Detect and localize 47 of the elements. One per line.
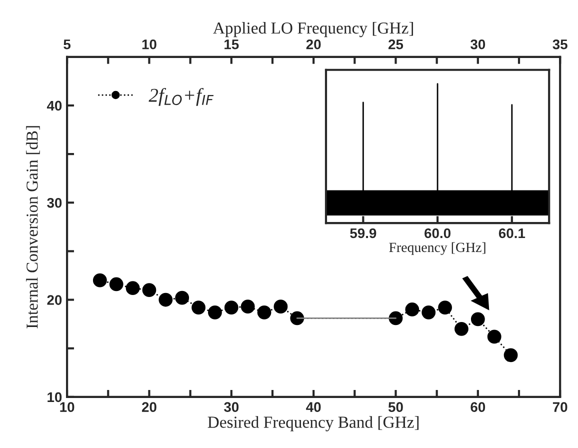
x2-tick-label: 10: [142, 39, 156, 50]
y-tick-label: 30: [47, 198, 62, 208]
x2-tick-label: 15: [224, 40, 239, 50]
point: [142, 283, 156, 298]
x-tick-label: 30: [224, 402, 239, 412]
point: [487, 330, 502, 344]
x-tick-label: 40: [306, 402, 321, 412]
x2-tick-label: 25: [388, 39, 404, 50]
point: [240, 300, 255, 314]
point: [274, 300, 288, 314]
legend-label: 2f$_{LO}$+f$_{IF}$: [148, 88, 214, 106]
y-tick-label: 40: [46, 100, 62, 111]
x-tick-label: 50: [388, 402, 403, 412]
point: [175, 290, 190, 305]
point: [388, 311, 403, 326]
y-tick-label: 10: [48, 392, 62, 402]
x-tick-label: 10: [60, 402, 74, 412]
point: [470, 312, 485, 326]
point: [405, 302, 420, 316]
x-tick-label: 60.0: [424, 228, 450, 238]
point: [126, 281, 140, 296]
x2-tick-label: 5: [64, 40, 71, 50]
point: [422, 305, 436, 320]
point: [158, 292, 173, 307]
point: [109, 277, 124, 292]
x-tick-label: 70: [552, 402, 568, 412]
x2-tick-label: 35: [552, 39, 568, 50]
x2-axis-title: Applied LO Frequency [GHz]: [213, 22, 413, 38]
x-axis-title: Frequency [GHz]: [389, 242, 486, 255]
point: [504, 348, 518, 362]
point: [224, 300, 238, 314]
x-tick-label: 59.9: [350, 228, 376, 238]
x-tick-label: 60.1: [498, 228, 526, 238]
y-tick-label: 20: [47, 295, 62, 305]
x-tick-label: 20: [142, 402, 156, 412]
point: [192, 300, 206, 314]
point: [438, 300, 452, 314]
x2-tick-label: 20: [306, 39, 321, 50]
x-tick-label: 60: [470, 402, 486, 412]
x-axis-title: Desired Frequency Band [GHz]: [208, 416, 419, 432]
point: [290, 311, 304, 326]
y-axis-title: Internal Conversion Gain [dB]: [26, 126, 40, 328]
point: [257, 305, 272, 320]
point: [92, 273, 107, 288]
point: [208, 305, 222, 320]
point: [454, 322, 468, 336]
x2-tick-label: 30: [470, 39, 486, 50]
